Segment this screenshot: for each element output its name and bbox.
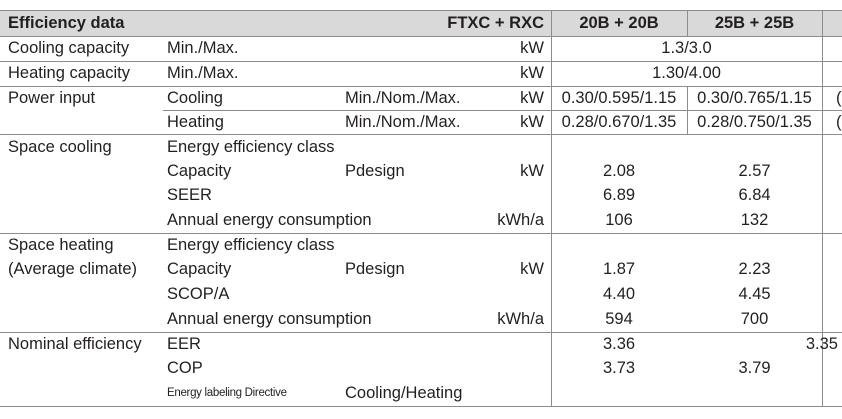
power-input-cooling-unit: kW	[520, 89, 544, 107]
space-cooling-capacity-sub: Capacity	[167, 162, 232, 180]
space-heating-annual-value-1: 594	[605, 310, 633, 328]
rule-header-top	[0, 10, 842, 11]
rule-power-input-cooling	[163, 110, 842, 111]
heating-capacity-value: 1.30/4.00	[652, 64, 721, 82]
space-cooling-annual-value-2: 132	[740, 211, 769, 229]
power-input-cooling-sub: Cooling	[167, 89, 223, 107]
space-cooling-seer-sub: SEER	[167, 186, 212, 204]
power-input-cooling-param: Min./Nom./Max.	[345, 89, 461, 107]
table-title: Efficiency data	[8, 14, 125, 32]
space-heating-annual-unit: kWh/a	[497, 310, 544, 328]
space-cooling-annual-value-1: 106	[605, 211, 633, 229]
space-cooling-seer-value-2: 6.84	[738, 186, 771, 204]
rule-col-1-divider	[551, 10, 552, 407]
power-input-cooling-clipped: (	[836, 89, 842, 107]
rule-col-2-divider-power	[687, 86, 688, 134]
rule-header-bottom	[0, 36, 842, 37]
power-input-heating-value-1: 0.28/0.670/1.35	[561, 113, 677, 131]
cooling-capacity-unit: kW	[520, 39, 544, 57]
nominal-efficiency-eer-sub: EER	[167, 335, 201, 353]
space-heating-capacity-value-1: 1.87	[602, 260, 636, 278]
power-input-cooling-value-2: 0.30/0.765/1.15	[697, 89, 812, 107]
space-heating-annual-value-2: 700	[740, 310, 769, 328]
space-cooling-annual-unit: kWh/a	[497, 211, 544, 229]
heating-capacity-unit: kW	[520, 64, 544, 82]
nominal-efficiency-cop-value-1: 3.73	[602, 359, 636, 377]
column-header-2: 25B + 25B	[714, 14, 795, 32]
space-heating-capacity-sub: Capacity	[167, 260, 232, 278]
power-input-label: Power input	[8, 89, 96, 107]
nominal-efficiency-directive-sub: Energy labeling Directive	[167, 387, 287, 399]
space-cooling-capacity-value-1: 2.08	[602, 162, 636, 180]
space-heating-capacity-value-2: 2.23	[738, 260, 771, 278]
space-heating-capacity-unit: kW	[520, 260, 544, 278]
power-input-heating-value-2: 0.28/0.750/1.35	[697, 113, 812, 131]
heating-capacity-label: Heating capacity	[8, 64, 130, 82]
space-cooling-capacity-value-2: 2.57	[738, 162, 771, 180]
space-cooling-capacity-param: Pdesign	[345, 162, 405, 180]
space-cooling-annual-sub: Annual energy consumption	[167, 211, 372, 229]
rule-heating-capacity	[0, 86, 842, 87]
rule-cooling-capacity	[0, 61, 842, 62]
model-label: FTXC + RXC	[447, 14, 544, 32]
nominal-efficiency-directive-param: Cooling/Heating	[345, 384, 463, 402]
cooling-capacity-value: 1.3/3.0	[661, 39, 712, 57]
space-heating-scop-value-1: 4.40	[602, 285, 636, 303]
nominal-efficiency-eer-value-2: 3.35	[805, 335, 838, 353]
rule-col-3-divider	[822, 10, 823, 407]
nominal-efficiency-cop-sub: COP	[167, 359, 203, 377]
header-band	[0, 10, 842, 36]
power-input-cooling-value-1: 0.30/0.595/1.15	[561, 89, 677, 107]
heating-capacity-param: Min./Max.	[167, 64, 239, 82]
space-heating-label: Space heating	[8, 236, 114, 254]
cooling-capacity-param: Min./Max.	[167, 39, 239, 57]
rule-space-cooling	[0, 233, 842, 234]
rule-table-bottom	[0, 406, 842, 407]
power-input-heating-param: Min./Nom./Max.	[345, 113, 461, 131]
power-input-heating-unit: kW	[520, 113, 544, 131]
space-cooling-eec: Energy efficiency class	[167, 138, 335, 156]
nominal-efficiency-cop-value-2: 3.79	[738, 359, 771, 377]
nominal-efficiency-label: Nominal efficiency	[8, 335, 142, 353]
space-heating-capacity-param: Pdesign	[345, 260, 405, 278]
power-input-heating-clipped: (	[836, 113, 842, 131]
nominal-efficiency-eer-value-1: 3.36	[602, 335, 636, 353]
space-cooling-capacity-unit: kW	[520, 162, 544, 180]
rule-space-heating	[0, 332, 842, 333]
space-heating-scop-sub: SCOP/A	[167, 285, 230, 303]
space-heating-annual-sub: Annual energy consumption	[167, 310, 372, 328]
power-input-heating-sub: Heating	[167, 113, 224, 131]
space-heating-label-2: (Average climate)	[8, 260, 137, 278]
rule-power-input	[0, 134, 842, 135]
space-cooling-seer-value-1: 6.89	[602, 186, 636, 204]
space-heating-scop-value-2: 4.45	[738, 285, 771, 303]
space-cooling-label: Space cooling	[8, 138, 112, 156]
cooling-capacity-label: Cooling capacity	[8, 39, 130, 57]
column-header-1: 20B + 20B	[579, 14, 659, 32]
rule-col-2-divider-header	[687, 10, 688, 36]
space-heating-eec: Energy efficiency class	[167, 236, 335, 254]
